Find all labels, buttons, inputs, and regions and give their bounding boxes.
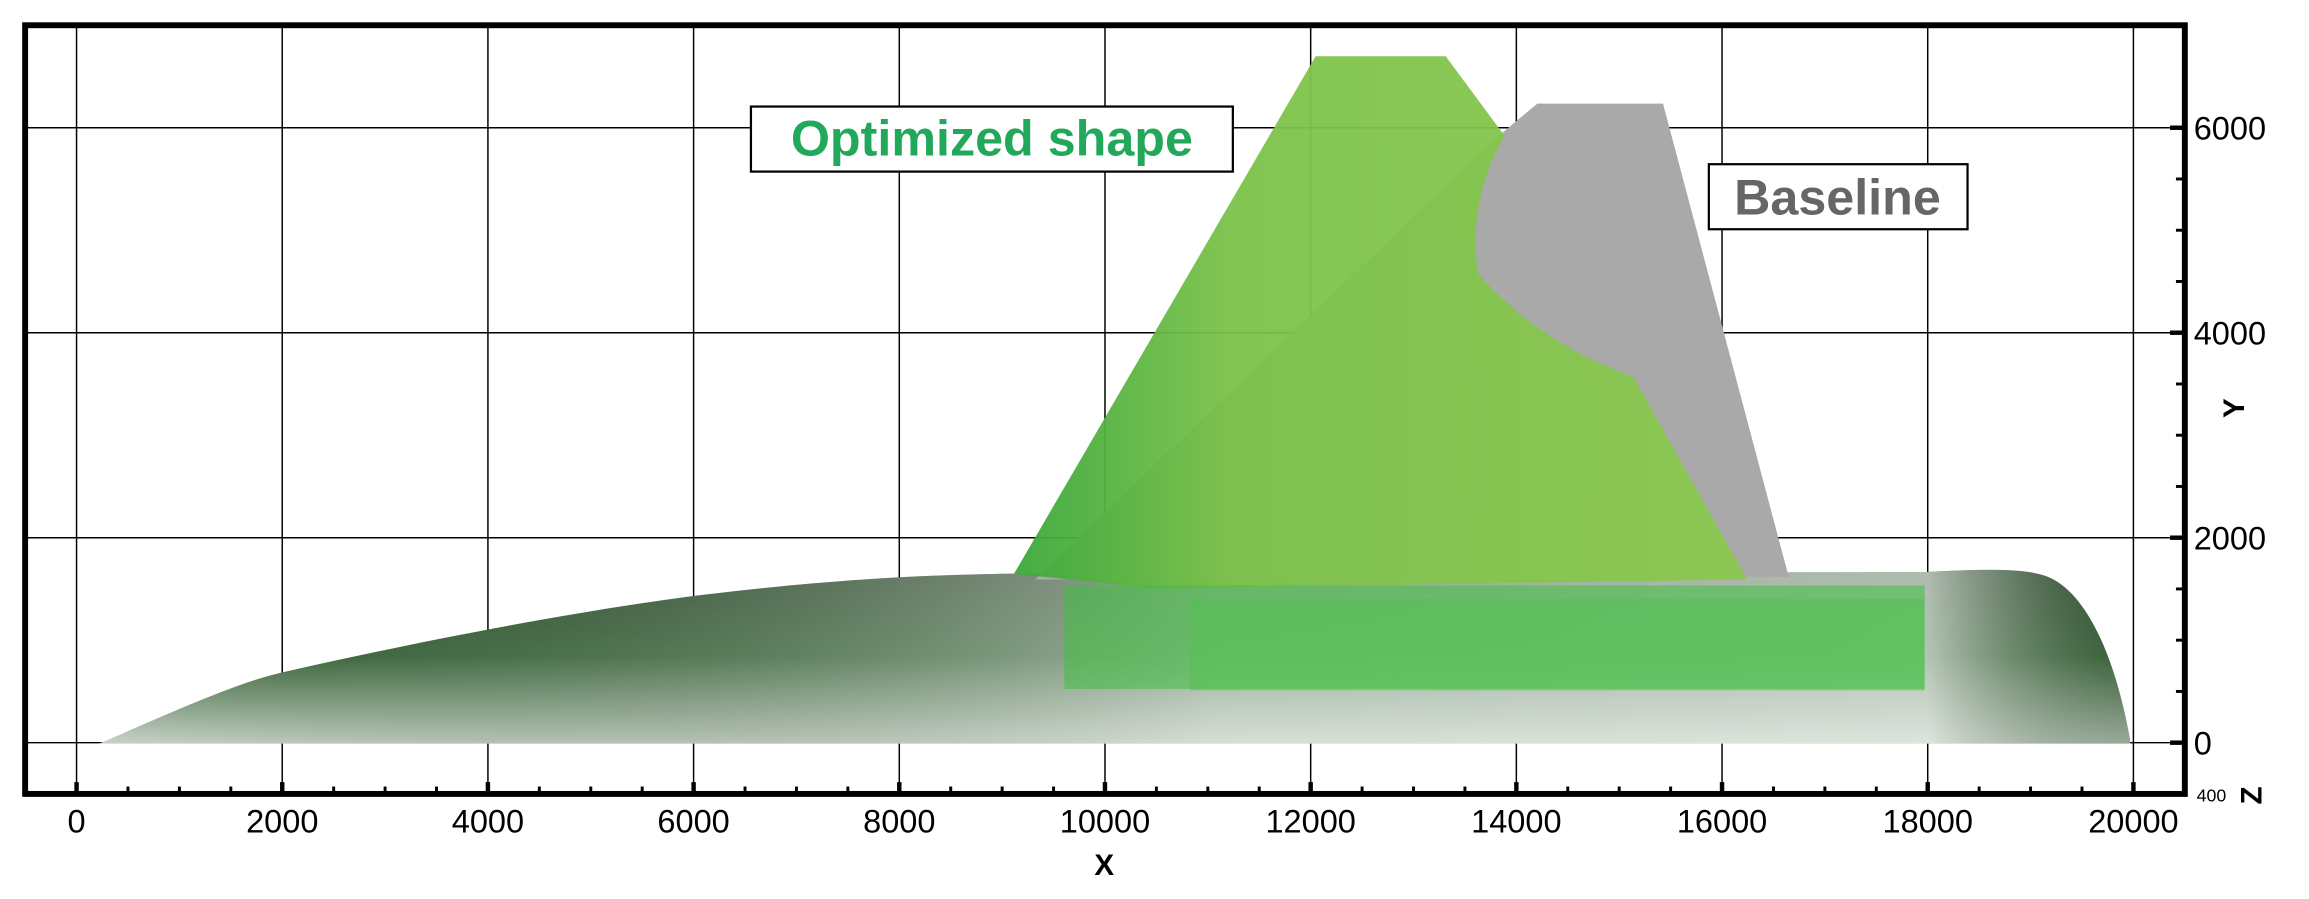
x-tick-label: 12000 [1265,803,1355,839]
x-tick-label: 18000 [1883,803,1973,839]
y-tick-label: 2000 [2194,521,2266,557]
y-tick-label: 0 [2194,726,2212,762]
optimized-fuselage-core [1189,598,1925,691]
x-tick-label: 4000 [452,803,524,839]
y-tick-label: 6000 [2194,111,2266,147]
z-tick-label: 400 [2197,785,2227,805]
x-axis-label: X [1094,849,1114,882]
annotation-box [1707,163,1969,231]
x-tick-label: 20000 [2088,803,2178,839]
z-axis-label: Z [2236,786,2269,804]
y-tick-label: 4000 [2194,316,2266,352]
optimized-fuselage [1064,585,1925,689]
annotation: Baseline [1734,169,1941,225]
x-tick-label: 0 [68,803,86,839]
y-axis-label: Y [2218,398,2251,418]
x-tick-label: 6000 [657,803,729,839]
annotation: Optimized shape [791,110,1193,166]
axes: 0 2000 4000 6000 8000 10000 12000 14000 16000 180… [68,111,2267,840]
optimized-wing [1014,56,1748,589]
x-tick-label: 2000 [246,803,318,839]
annotation-box [749,105,1234,173]
x-tick-label: 16000 [1677,803,1767,839]
x-tick-label: 14000 [1471,803,1561,839]
x-tick-label: 10000 [1060,803,1150,839]
x-tick-label: 8000 [863,803,935,839]
